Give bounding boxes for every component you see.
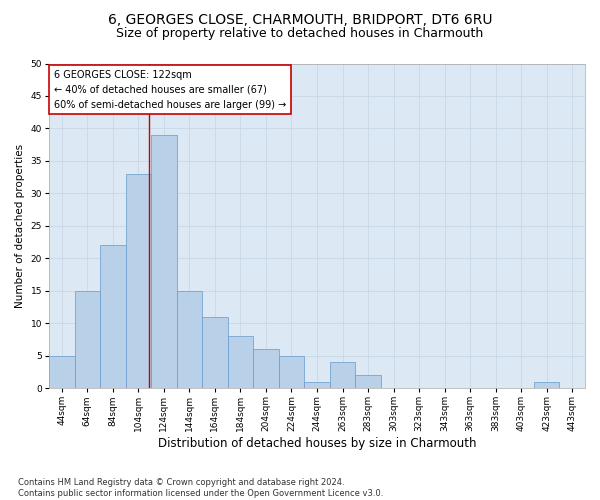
Y-axis label: Number of detached properties: Number of detached properties <box>15 144 25 308</box>
Text: 6, GEORGES CLOSE, CHARMOUTH, BRIDPORT, DT6 6RU: 6, GEORGES CLOSE, CHARMOUTH, BRIDPORT, D… <box>108 12 492 26</box>
X-axis label: Distribution of detached houses by size in Charmouth: Distribution of detached houses by size … <box>158 437 476 450</box>
Bar <box>151 135 176 388</box>
Bar <box>279 356 304 388</box>
Bar <box>125 174 151 388</box>
Text: Size of property relative to detached houses in Charmouth: Size of property relative to detached ho… <box>116 28 484 40</box>
Bar <box>534 382 559 388</box>
Bar <box>74 290 100 388</box>
Bar <box>202 316 227 388</box>
Bar <box>227 336 253 388</box>
Bar <box>100 246 125 388</box>
Bar <box>304 382 330 388</box>
Bar <box>176 290 202 388</box>
Text: 6 GEORGES CLOSE: 122sqm
← 40% of detached houses are smaller (67)
60% of semi-de: 6 GEORGES CLOSE: 122sqm ← 40% of detache… <box>55 70 287 110</box>
Bar <box>330 362 355 388</box>
Bar <box>49 356 74 388</box>
Bar <box>355 375 381 388</box>
Text: Contains HM Land Registry data © Crown copyright and database right 2024.
Contai: Contains HM Land Registry data © Crown c… <box>18 478 383 498</box>
Bar <box>253 349 279 388</box>
